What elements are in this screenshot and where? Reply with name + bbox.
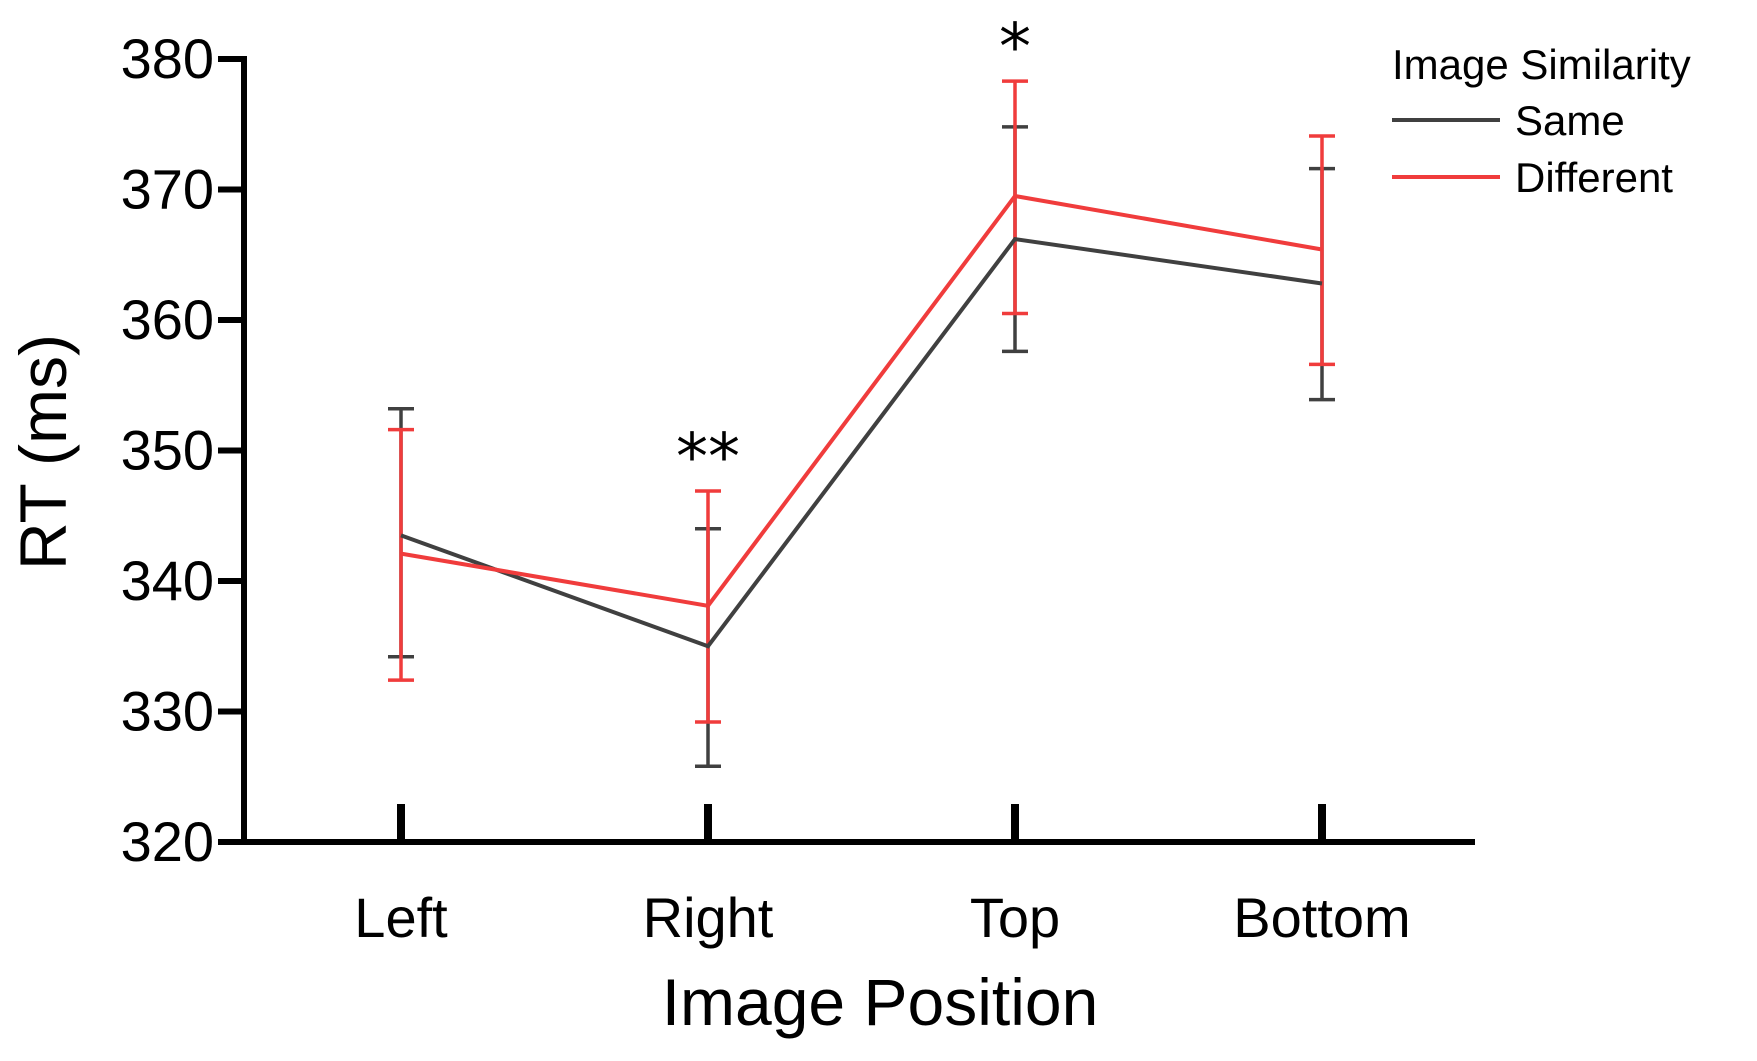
series-layer (388, 79, 1335, 769)
legend-title: Image Similarity (1392, 41, 1691, 88)
legend-label: Different (1515, 154, 1673, 201)
legend-items: Same Different (1392, 97, 1673, 201)
y-tick-label: 340 (121, 549, 214, 612)
y-tick-label: 360 (121, 288, 214, 351)
x-tick-label: Bottom (1233, 886, 1410, 949)
legend-label: Same (1515, 97, 1625, 144)
series-line-same (400, 236, 1323, 649)
series-line-different (400, 193, 1323, 608)
y-tick-label: 350 (121, 419, 214, 482)
x-ticks: Left Right Top Bottom (354, 804, 1411, 949)
y-tick-label: 330 (121, 680, 214, 743)
error-bar (1309, 134, 1335, 367)
x-tick-label: Right (643, 886, 774, 949)
significance-marker: * (999, 11, 1031, 85)
significance-annotations: *** (676, 11, 1031, 495)
y-tick-label: 370 (121, 158, 214, 221)
significance-marker: ** (676, 421, 740, 495)
legend-item-same: Same (1392, 97, 1625, 144)
y-ticks: 320 330 340 350 360 370 380 (121, 27, 244, 873)
x-tick-label: Left (354, 886, 448, 949)
legend-item-different: Different (1392, 154, 1673, 201)
legend: Image Similarity Same Different (1392, 41, 1691, 201)
series-same (388, 125, 1335, 769)
y-tick-label: 320 (121, 810, 214, 873)
y-tick-label: 380 (121, 27, 214, 90)
x-tick-label: Top (970, 886, 1060, 949)
error-bars-same (388, 125, 1335, 769)
y-axis-title: RT (ms) (6, 334, 80, 570)
x-axis-title: Image Position (662, 965, 1099, 1039)
